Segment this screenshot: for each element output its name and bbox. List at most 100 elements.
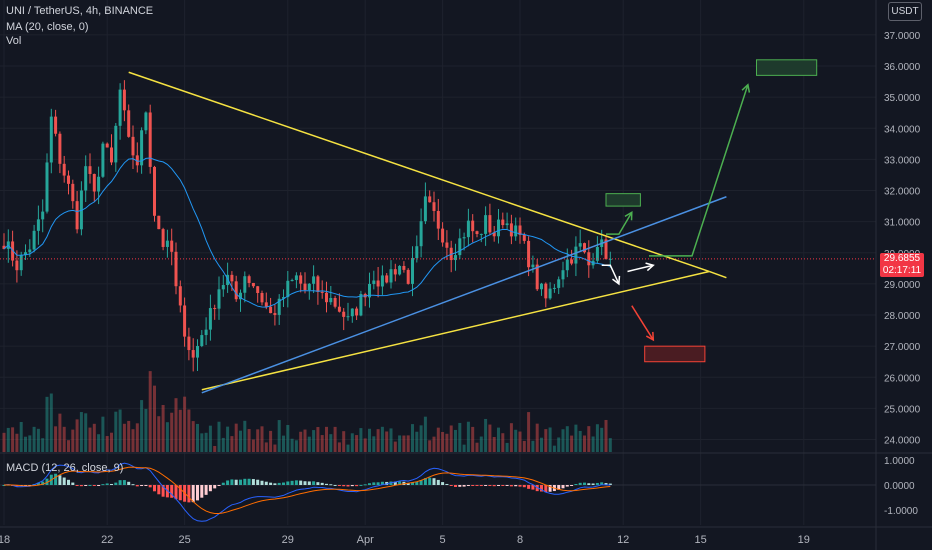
- candle-body: [492, 232, 496, 237]
- candle-body: [514, 225, 518, 237]
- volume-bar: [337, 442, 341, 452]
- macd-histogram-bar: [479, 485, 483, 487]
- date-axis-label: Apr: [357, 534, 374, 546]
- blue-trendline: [201, 196, 727, 394]
- volume-bar: [153, 385, 156, 452]
- candle-body: [428, 196, 432, 203]
- volume-bar: [380, 426, 384, 452]
- candle-body: [488, 215, 492, 233]
- volume-bar: [165, 422, 169, 452]
- volume-bar: [148, 371, 152, 452]
- volume-bar: [28, 435, 32, 452]
- volume-bar: [411, 424, 414, 452]
- volume-bar: [290, 438, 294, 452]
- macd-histogram-bar: [282, 482, 285, 485]
- candle-body: [71, 183, 75, 202]
- candle-body: [441, 228, 445, 243]
- volume-bar: [264, 442, 268, 452]
- macd-histogram-bar: [131, 484, 135, 486]
- volume-bar: [88, 427, 92, 452]
- volume-bar: [350, 433, 354, 452]
- volume-bar: [105, 436, 109, 452]
- macd-histogram-bar: [320, 482, 324, 485]
- volume-bar: [561, 429, 565, 452]
- macd-histogram-bar: [501, 485, 505, 486]
- macd-histogram-bar: [393, 481, 397, 485]
- macd-histogram-bar: [540, 485, 543, 492]
- candle-body: [277, 298, 281, 315]
- date-axis-label: 12: [617, 534, 629, 546]
- candle-body: [583, 243, 586, 253]
- macd-histogram-bar: [122, 480, 126, 485]
- price-axis-label: 28.0000: [884, 311, 921, 322]
- candle-body: [316, 276, 320, 292]
- macd-axis-label: 0.0000: [884, 481, 915, 492]
- ma-indicator-label[interactable]: MA (20, close, 0): [6, 21, 89, 33]
- volume-bar: [552, 445, 556, 452]
- target-box-red: [644, 345, 706, 363]
- candle-body: [445, 242, 449, 248]
- volume-bar: [479, 436, 483, 452]
- volume-bar: [122, 423, 126, 452]
- candle-body: [221, 285, 225, 290]
- candle-body: [436, 210, 440, 229]
- price-axis-label: 36.0000: [884, 62, 921, 73]
- currency-badge[interactable]: USDT: [888, 2, 922, 21]
- macd-histogram-bar: [337, 485, 341, 486]
- macd-histogram-bar: [385, 481, 389, 485]
- candle-body: [97, 176, 101, 192]
- macd-histogram-bar: [531, 485, 535, 490]
- candle-body: [204, 329, 208, 336]
- candle-body: [604, 239, 608, 260]
- candle-body: [28, 249, 32, 253]
- volume-bar: [600, 427, 604, 452]
- macd-histogram-bar: [191, 485, 195, 503]
- candle-body: [527, 240, 531, 268]
- macd-histogram-bar: [148, 485, 152, 488]
- macd-histogram-bar: [570, 485, 574, 486]
- volume-bar: [299, 431, 303, 452]
- triangle-apex-line: [708, 270, 727, 279]
- volume-bar: [127, 420, 131, 452]
- candle-body: [466, 220, 470, 238]
- volume-indicator-label[interactable]: Vol: [6, 35, 22, 47]
- candle-body: [174, 251, 178, 287]
- macd-histogram-bar: [153, 485, 156, 492]
- volume-bar: [583, 435, 586, 452]
- green-arrow-big-head: [741, 83, 751, 93]
- candle-body: [187, 336, 191, 351]
- macd-histogram-bar: [363, 484, 367, 486]
- volume-bar: [303, 429, 307, 452]
- candle-body: [49, 116, 53, 163]
- macd-histogram-bar: [200, 485, 204, 498]
- volume-bar: [570, 435, 574, 452]
- candle-body: [260, 292, 264, 303]
- macd-histogram-bar: [342, 485, 346, 487]
- candle-body: [213, 308, 217, 310]
- volume-bar: [522, 440, 526, 452]
- macd-histogram-bar: [484, 485, 488, 486]
- volume-bar: [363, 438, 367, 452]
- symbol-title[interactable]: UNI / TetherUS, 4h, BINANCE: [6, 5, 154, 17]
- macd-histogram-bar: [488, 485, 492, 486]
- volume-bar: [436, 427, 440, 452]
- candle-body: [307, 283, 311, 291]
- volume-bar: [183, 396, 187, 452]
- candle-body: [110, 147, 113, 163]
- volume-bar: [557, 437, 561, 452]
- candle-body: [312, 276, 316, 284]
- volume-bar: [428, 440, 432, 452]
- candle-body: [325, 292, 328, 303]
- white-arrow-down-head: [612, 275, 621, 286]
- candle-body: [535, 264, 539, 290]
- candle-body: [148, 112, 152, 167]
- bar-countdown: 02:17:11: [882, 265, 922, 276]
- candle-body: [497, 219, 500, 237]
- macd-indicator-label[interactable]: MACD (12, 26, close, 9): [6, 462, 124, 474]
- macd-histogram-bar: [239, 479, 242, 485]
- white-arrow-right-head: [645, 262, 655, 272]
- macd-histogram-bar: [273, 483, 277, 485]
- macd-histogram-bar: [196, 485, 199, 501]
- candle-body: [432, 202, 436, 211]
